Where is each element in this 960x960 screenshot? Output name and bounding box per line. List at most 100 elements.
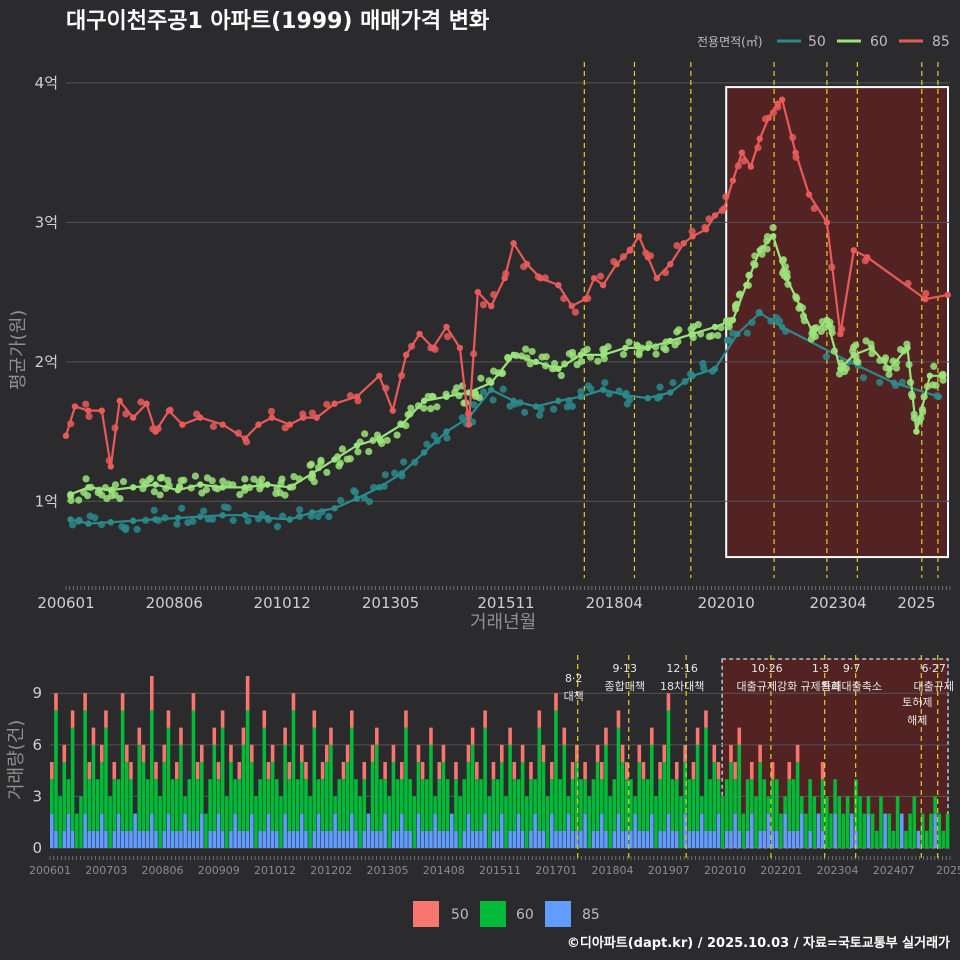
volume-legend-swatch-50 <box>413 901 439 927</box>
volume-bar-85 <box>579 830 583 848</box>
price-point-50 <box>875 378 884 387</box>
volume-bar-60 <box>120 710 125 831</box>
volume-bar-50 <box>287 762 292 780</box>
volume-bar-60 <box>625 779 629 831</box>
price-point-50 <box>443 434 451 442</box>
volume-bar-50 <box>475 762 479 780</box>
price-point-50 <box>601 379 609 387</box>
volume-bar-85 <box>787 830 792 848</box>
volume-bar-85 <box>783 813 787 848</box>
price-point-50 <box>743 329 751 337</box>
volume-bar-60 <box>733 779 737 814</box>
volume-bar-60 <box>50 779 54 814</box>
volume-x-tick-label: 201907 <box>648 864 690 877</box>
volume-bar-60 <box>258 779 262 831</box>
volume-bar-85 <box>591 830 596 848</box>
volume-bar-60 <box>245 710 250 831</box>
price-point-60 <box>383 436 391 444</box>
price-point-60 <box>475 394 484 402</box>
volume-bar-50 <box>416 744 421 763</box>
legend-title: 전용면적(㎡) <box>697 35 763 49</box>
volume-bar-60 <box>612 779 617 831</box>
price-point-60 <box>526 360 534 368</box>
price-point-85 <box>209 422 218 431</box>
price-vertex-85 <box>107 463 114 470</box>
price-vertex-85 <box>300 414 307 421</box>
volume-bar-60 <box>358 796 362 848</box>
volume-bar-50 <box>616 710 621 728</box>
volume-bar-60 <box>87 779 92 831</box>
volume-bar-85 <box>175 830 179 848</box>
volume-bar-60 <box>437 779 442 831</box>
price-point-85 <box>922 289 930 298</box>
volume-bar-85 <box>933 813 937 848</box>
volume-bar-85 <box>270 830 275 848</box>
policy-label-detail: 특례대출축소 <box>821 680 882 693</box>
highlight-box <box>725 86 949 559</box>
volume-bar-85 <box>233 813 237 848</box>
volume-bar-85 <box>366 813 371 848</box>
volume-bar-50 <box>429 727 433 745</box>
volume-bar-50 <box>220 710 225 728</box>
price-point-60 <box>930 362 938 370</box>
price-vertex-60 <box>837 365 844 373</box>
volume-bar-50 <box>104 710 108 728</box>
price-vertex-85 <box>756 135 763 142</box>
price-vertex-50 <box>308 509 316 516</box>
volume-bar-60 <box>833 779 837 814</box>
price-point-60 <box>156 491 164 499</box>
volume-bar-60 <box>241 744 246 831</box>
price-vertex-50 <box>689 372 696 379</box>
volume-x-tick-label: 201012 <box>254 864 296 877</box>
volume-bar-85 <box>241 830 246 848</box>
price-vertex-50 <box>420 449 428 456</box>
volume-bar-60 <box>287 779 292 831</box>
volume-bar-85 <box>475 830 479 848</box>
volume-bar-85 <box>375 830 379 848</box>
volume-bar-85 <box>433 813 437 848</box>
volume-bar-60 <box>491 779 496 831</box>
volume-bar-50 <box>179 727 183 745</box>
volume-bar-85 <box>112 830 117 848</box>
volume-bar-60 <box>283 744 287 814</box>
price-vertex-60 <box>107 486 114 494</box>
volume-bar-60 <box>925 830 929 848</box>
price-vertex-60 <box>756 247 763 254</box>
volume-bar-50 <box>120 693 125 711</box>
volume-bar-60 <box>429 744 433 831</box>
volume-bar-50 <box>241 727 246 745</box>
volume-bar-60 <box>141 762 146 831</box>
volume-bar-85 <box>437 830 442 848</box>
price-point-60 <box>164 476 172 484</box>
volume-bar-60 <box>216 779 221 814</box>
price-vertex-85 <box>747 163 755 170</box>
volume-bar-60 <box>604 744 608 831</box>
volume-bar-50 <box>529 762 533 780</box>
volume-bar-85 <box>554 830 558 848</box>
legend-label-50: 50 <box>808 34 826 50</box>
volume-bar-85 <box>129 830 133 848</box>
volume-bar-60 <box>704 727 708 831</box>
volume-bar-60 <box>741 813 746 848</box>
price-point-60 <box>551 359 559 368</box>
price-vertex-85 <box>944 291 951 299</box>
volume-bar-60 <box>54 710 58 831</box>
volume-bar-60 <box>566 796 571 814</box>
volume-bar-50 <box>383 762 387 780</box>
price-point-50 <box>550 405 558 413</box>
volume-bar-60 <box>354 779 358 831</box>
volume-bar-60 <box>654 796 658 848</box>
volume-bar-85 <box>245 830 250 848</box>
price-vertex-85 <box>402 351 410 359</box>
price-panel: 1억 2억 3억 4억 200601 200806 201012 201305 201511 20… <box>35 62 951 612</box>
volume-x-tick-label: 202407 <box>873 864 915 877</box>
price-vertex-85 <box>644 254 652 261</box>
volume-bar-60 <box>250 762 254 814</box>
price-point-60 <box>557 371 565 380</box>
volume-bar-50 <box>691 762 696 780</box>
volume-bar-85 <box>612 830 617 848</box>
policy-label: 12·16 <box>666 662 698 675</box>
volume-bar-85 <box>212 830 217 848</box>
volume-bar-60 <box>395 779 400 831</box>
